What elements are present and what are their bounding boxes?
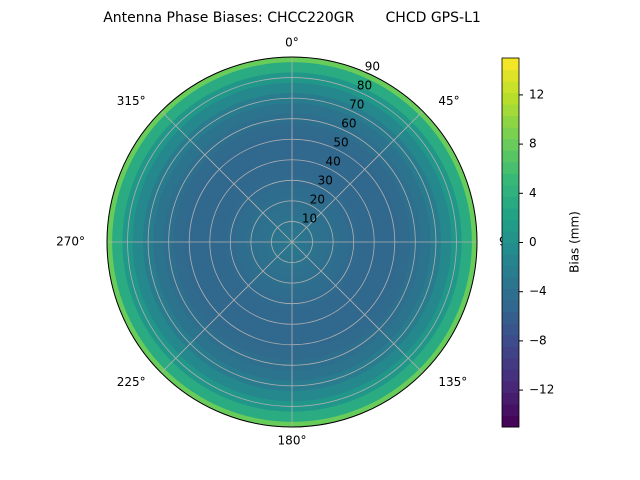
colorbar-band xyxy=(502,242,519,255)
colorbar-band xyxy=(502,265,519,278)
colorbar-band xyxy=(502,334,519,347)
theta-tick-label: 45° xyxy=(438,94,459,108)
colorbar-band xyxy=(502,92,519,105)
r-tick-label: 30 xyxy=(318,174,333,188)
theta-tick-label: 180° xyxy=(278,434,307,448)
grid-spoke xyxy=(160,241,293,374)
colorbar-band xyxy=(502,300,519,313)
colorbar-tick-label: −12 xyxy=(529,383,554,397)
colorbar-band xyxy=(502,207,519,220)
r-tick-label: 40 xyxy=(325,155,340,169)
grid-spoke xyxy=(291,110,424,243)
polar-frame xyxy=(106,56,478,428)
theta-tick-label: 315° xyxy=(117,94,146,108)
colorbar-tick-label: −4 xyxy=(529,284,547,298)
colorbar-band xyxy=(502,392,519,405)
grid-spoke xyxy=(291,241,424,374)
r-tick-label: 90 xyxy=(365,60,380,74)
theta-tick-label: 225° xyxy=(117,375,146,389)
colorbar-band xyxy=(502,115,519,128)
r-tick-label: 60 xyxy=(341,117,356,131)
colorbar-band xyxy=(502,58,519,71)
r-tick-label: 70 xyxy=(349,98,364,112)
colorbar-band xyxy=(502,311,519,324)
colorbar-band xyxy=(502,104,519,117)
r-tick-label: 10 xyxy=(302,212,317,226)
colorbar-band xyxy=(502,357,519,370)
colorbar-band xyxy=(502,230,519,243)
r-tick-label: 50 xyxy=(333,136,348,150)
colorbar-band xyxy=(502,277,519,290)
colorbar-band xyxy=(502,161,519,174)
colorbar-band xyxy=(502,219,519,232)
colorbar-band xyxy=(502,127,519,140)
colorbar-band xyxy=(502,184,519,197)
theta-tick-label: 135° xyxy=(438,375,467,389)
colorbar-tick-label: 8 xyxy=(529,137,537,151)
colorbar-band xyxy=(502,415,519,428)
colorbar-band xyxy=(502,173,519,186)
colorbar-tick-label: 0 xyxy=(529,235,537,249)
colorbar-band xyxy=(502,380,519,393)
r-tick-label: 20 xyxy=(310,193,325,207)
colorbar-band xyxy=(502,323,519,336)
r-tick-label: 80 xyxy=(357,79,372,93)
colorbar-tick-label: 12 xyxy=(529,87,544,101)
colorbar-band xyxy=(502,403,519,416)
colorbar-label: Bias (mm) xyxy=(568,211,582,273)
colorbar-band xyxy=(502,150,519,163)
colorbar-band xyxy=(502,138,519,151)
theta-tick-label: 270° xyxy=(56,235,85,249)
colorbar-tick-label: −8 xyxy=(529,333,547,347)
colorbar-band xyxy=(502,254,519,267)
colorbar-band xyxy=(502,81,519,94)
colorbar-band xyxy=(502,288,519,301)
colorbar-band xyxy=(502,369,519,382)
colorbar-band xyxy=(502,346,519,359)
colorbar-tick-label: 4 xyxy=(529,186,537,200)
grid-spoke xyxy=(160,110,293,243)
theta-tick-label: 0° xyxy=(285,36,299,50)
colorbar-band xyxy=(502,196,519,209)
colorbar-band xyxy=(502,69,519,82)
chart-title: Antenna Phase Biases: CHCC220GR CHCD GPS… xyxy=(103,10,481,26)
